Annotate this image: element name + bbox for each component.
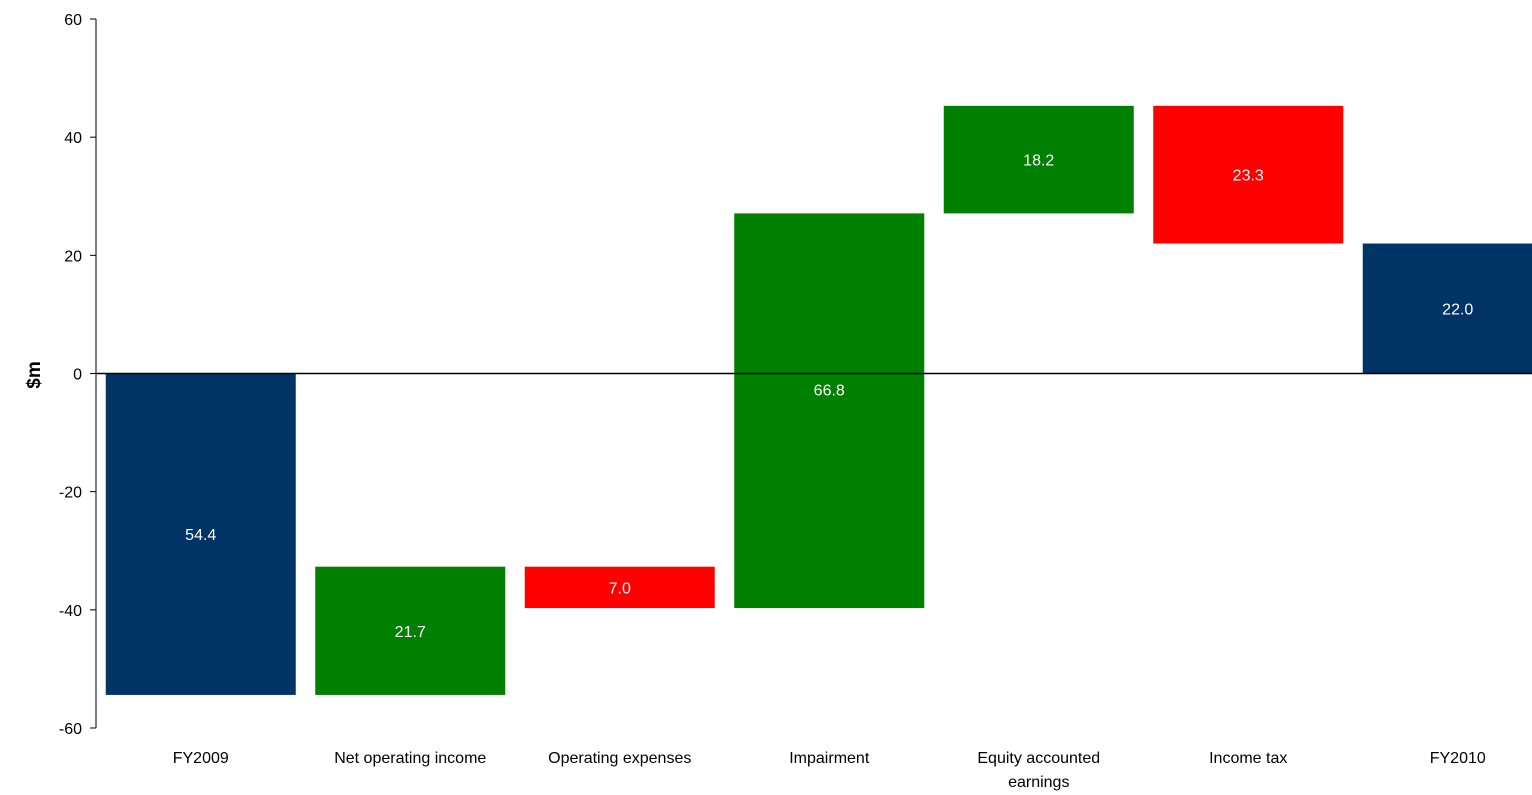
y-tick-label: 0: [73, 367, 82, 384]
y-tick-label: -60: [59, 721, 82, 738]
bar-value-label: 66.8: [814, 383, 845, 400]
bar-total: [1362, 243, 1532, 374]
axis-layer: 60 40 20 0 -20 -40 -60: [59, 12, 1532, 738]
bar-increase: [315, 566, 506, 695]
y-tick-label: -40: [59, 603, 82, 620]
category-label: Operating expenses: [548, 750, 691, 767]
bar-value-label: 54.4: [185, 527, 216, 544]
category-label: earnings: [1008, 774, 1069, 791]
category-label: FY2010: [1430, 750, 1486, 767]
bar-value-label: 21.7: [395, 624, 426, 641]
bar-value-label: 18.2: [1023, 153, 1054, 170]
bar-value-label: 7.0: [609, 580, 631, 597]
y-axis-title: $m: [24, 361, 45, 388]
bars-layer: [105, 105, 1532, 695]
category-label: FY2009: [173, 750, 229, 767]
labels-layer: 54.4 FY2009 21.7 Net operating income 7.0 Ope…: [173, 153, 1486, 791]
category-label: Equity accounted: [977, 750, 1100, 767]
bar-total: [105, 373, 296, 695]
bar-decrease: [524, 566, 715, 609]
y-tick-label: 20: [64, 248, 82, 265]
bar-increase: [943, 105, 1134, 214]
bar-value-label: 23.3: [1233, 168, 1264, 185]
y-tick-label: -20: [59, 485, 82, 502]
y-tick-label: 60: [64, 12, 82, 29]
y-tick-label: 40: [64, 130, 82, 147]
bar-decrease: [1153, 105, 1344, 244]
bar-increase: [734, 213, 925, 609]
category-label: Income tax: [1209, 750, 1287, 767]
category-label: Net operating income: [334, 750, 486, 767]
category-label: Impairment: [789, 750, 870, 767]
bar-value-label: 22.0: [1442, 302, 1473, 319]
